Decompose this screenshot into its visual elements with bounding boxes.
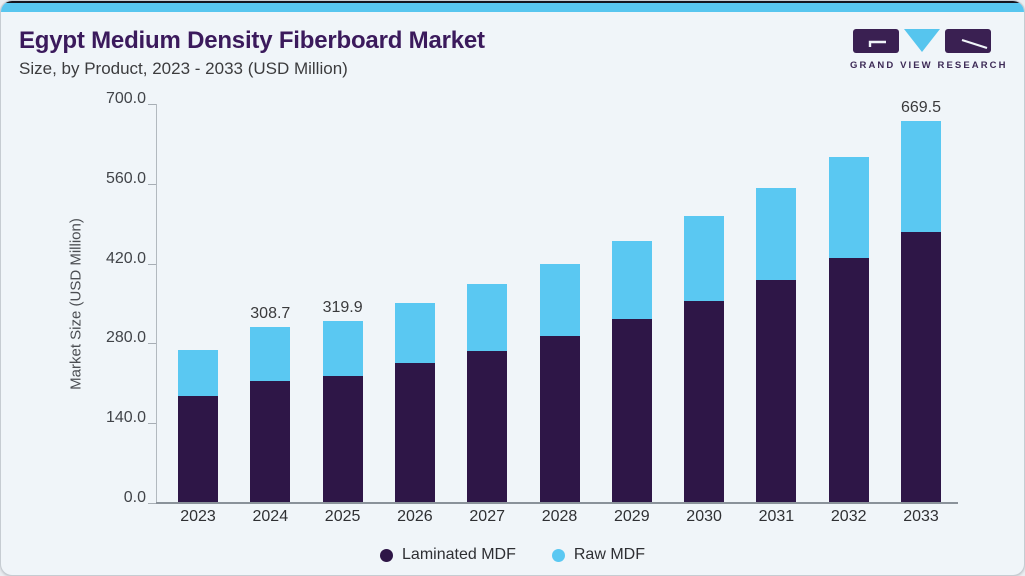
bar-2033-laminated-mdf-segment [901, 232, 941, 503]
bar-2023-raw-mdf-segment [178, 349, 218, 397]
bar-2029-raw-mdf-segment [611, 241, 652, 320]
legend-label: Laminated MDF [402, 546, 516, 563]
bar-2031-raw-mdf-segment [756, 187, 797, 281]
x-axis-line [156, 502, 958, 504]
x-tick-label-2033: 2033 [903, 508, 939, 525]
bar-2032-laminated-mdf-segment [828, 258, 869, 503]
bar-2027 [467, 284, 508, 503]
bar-2029-laminated-mdf-segment [611, 319, 652, 503]
bar-2025-raw-mdf-segment [322, 320, 363, 376]
y-tick-mark [148, 423, 156, 425]
bar-2030-laminated-mdf-segment [684, 301, 725, 503]
bar-2032-raw-mdf-segment [828, 156, 869, 259]
bar-2031-laminated-mdf-segment [756, 280, 797, 503]
bar-2030 [684, 215, 725, 503]
y-axis-title: Market Size (USD Million) [67, 218, 85, 390]
x-tick-label-2024: 2024 [252, 508, 289, 525]
y-axis-line [156, 104, 157, 503]
top-accent-strip [1, 3, 1024, 12]
x-tick-label-2029: 2029 [614, 508, 650, 525]
bar-2023-laminated-mdf-segment [178, 396, 218, 503]
legend-dot-icon [551, 548, 565, 562]
x-tick-label-2023: 2023 [180, 508, 216, 525]
bar-2029 [611, 241, 652, 503]
x-tick-label-2031: 2031 [758, 508, 795, 525]
bar-2033-raw-mdf-segment [901, 121, 941, 233]
bar-2032 [828, 156, 869, 503]
bar-2025 [322, 320, 363, 503]
y-tick-mark [148, 183, 156, 185]
bar-2026-laminated-mdf-segment [394, 363, 435, 503]
y-tick-mark [148, 343, 156, 345]
x-tick-label-2032: 2032 [830, 508, 867, 525]
bar-2028-raw-mdf-segment [539, 264, 580, 336]
y-tick-label-0.0: 0.0 [123, 489, 146, 506]
y-tick-label-700.0: 700.0 [105, 90, 146, 107]
y-tick-label-420.0: 420.0 [105, 249, 146, 267]
bar-2026 [394, 303, 435, 503]
legend-item-laminated-mdf: Laminated MDF [380, 546, 516, 564]
gvr-logo-mark-icon [853, 29, 991, 53]
data-label-2025: 319.9 [322, 298, 363, 316]
x-tick-label-2025: 2025 [324, 508, 361, 525]
y-tick-mark [148, 263, 156, 265]
chart-title: Egypt Medium Density Fiberboard Market [19, 27, 485, 54]
chart-subtitle: Size, by Product, 2023 - 2033 (USD Milli… [19, 59, 348, 78]
y-tick-label-560.0: 560.0 [105, 169, 146, 187]
x-tick-label-2030: 2030 [686, 508, 722, 525]
grand-view-research-logo: GRAND VIEW RESEARCH [850, 27, 1008, 71]
bar-2028 [539, 264, 580, 503]
bar-2023 [178, 349, 218, 503]
y-tick-label-140.0: 140.0 [105, 409, 146, 427]
legend-dot-icon [380, 548, 394, 562]
x-tick-label-2028: 2028 [541, 508, 578, 525]
data-label-2033: 669.5 [900, 99, 942, 117]
legend-label: Raw MDF [573, 546, 645, 563]
y-tick-mark [148, 104, 156, 105]
gvr-logo-text: GRAND VIEW RESEARCH [850, 60, 1008, 71]
bar-2027-raw-mdf-segment [467, 284, 508, 351]
bar-2031 [756, 187, 797, 503]
y-tick-mark [148, 503, 156, 504]
bar-2026-raw-mdf-segment [394, 303, 435, 364]
legend: Laminated MDF Raw MDF [1, 546, 1024, 564]
bar-2027-laminated-mdf-segment [467, 350, 508, 503]
bar-2033 [901, 121, 941, 503]
top-border-line [1, 1, 1024, 3]
bar-2025-laminated-mdf-segment [322, 375, 363, 503]
bar-2024-raw-mdf-segment [250, 327, 291, 381]
bar-2024-laminated-mdf-segment [250, 380, 291, 503]
bar-2028-laminated-mdf-segment [539, 335, 580, 503]
legend-item-raw-mdf: Raw MDF [551, 546, 645, 564]
bar-2030-raw-mdf-segment [684, 215, 725, 302]
plot-area: 308.7 319.9 669.5 [156, 99, 958, 503]
x-tick-label-2027: 2027 [469, 508, 505, 525]
y-tick-label-280.0: 280.0 [105, 329, 146, 347]
bar-2024 [250, 327, 291, 503]
data-label-2024: 308.7 [250, 305, 291, 323]
x-tick-label-2026: 2026 [397, 508, 433, 525]
